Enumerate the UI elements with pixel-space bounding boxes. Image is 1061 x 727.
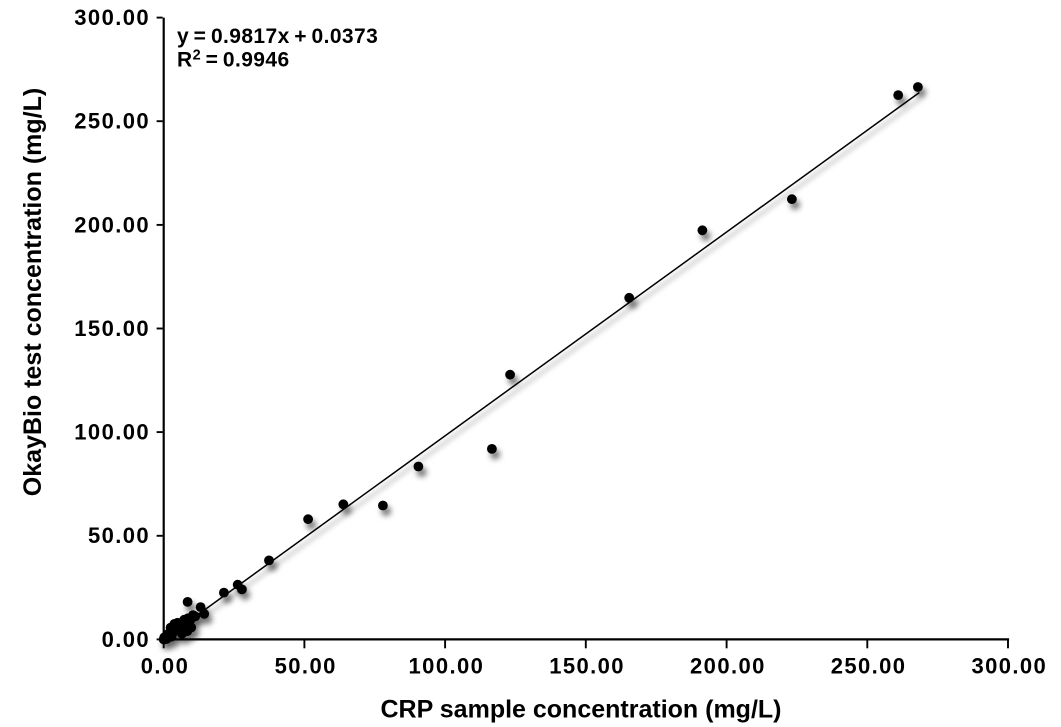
- svg-text:0.00: 0.00: [141, 654, 189, 679]
- svg-text:200.00: 200.00: [74, 212, 150, 237]
- svg-text:100.00: 100.00: [409, 654, 485, 679]
- svg-text:CRP sample concentration (mg/L: CRP sample concentration (mg/L): [381, 696, 782, 724]
- svg-text:100.00: 100.00: [74, 420, 150, 445]
- svg-text:0.00: 0.00: [102, 627, 150, 652]
- svg-text:R2 = 0.9946: R2 = 0.9946: [177, 48, 290, 72]
- svg-text:200.00: 200.00: [690, 654, 766, 679]
- svg-text:300.00: 300.00: [971, 654, 1047, 679]
- svg-text:OkayBio test concentration (mg: OkayBio test concentration (mg/L): [19, 88, 47, 496]
- svg-text:50.00: 50.00: [275, 654, 337, 679]
- svg-text:150.00: 150.00: [549, 654, 625, 679]
- svg-text:250.00: 250.00: [74, 109, 150, 134]
- svg-text:y = 0.9817x + 0.0373: y = 0.9817x + 0.0373: [177, 25, 378, 48]
- svg-text:50.00: 50.00: [88, 523, 150, 548]
- svg-text:300.00: 300.00: [74, 5, 150, 30]
- svg-text:150.00: 150.00: [74, 316, 150, 341]
- svg-text:250.00: 250.00: [831, 654, 907, 679]
